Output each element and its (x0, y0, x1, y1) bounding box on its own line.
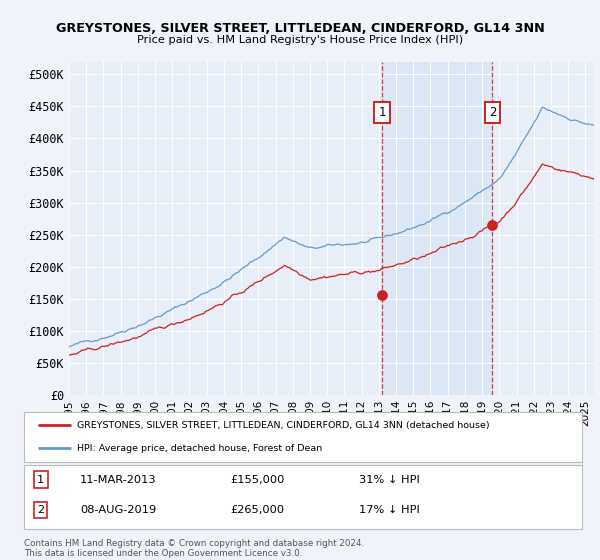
Text: £155,000: £155,000 (230, 475, 285, 484)
Text: HPI: Average price, detached house, Forest of Dean: HPI: Average price, detached house, Fore… (77, 444, 322, 453)
Text: 17% ↓ HPI: 17% ↓ HPI (359, 505, 419, 515)
Text: GREYSTONES, SILVER STREET, LITTLEDEAN, CINDERFORD, GL14 3NN: GREYSTONES, SILVER STREET, LITTLEDEAN, C… (56, 22, 544, 35)
Text: 2: 2 (37, 505, 44, 515)
Text: 1: 1 (37, 475, 44, 484)
Text: 2: 2 (488, 106, 496, 119)
Text: Contains HM Land Registry data © Crown copyright and database right 2024.
This d: Contains HM Land Registry data © Crown c… (24, 539, 364, 558)
Text: GREYSTONES, SILVER STREET, LITTLEDEAN, CINDERFORD, GL14 3NN (detached house): GREYSTONES, SILVER STREET, LITTLEDEAN, C… (77, 421, 490, 430)
Point (377, 291, 387, 300)
Text: 08-AUG-2019: 08-AUG-2019 (80, 505, 156, 515)
Text: £265,000: £265,000 (230, 505, 284, 515)
Point (488, 221, 497, 230)
Bar (382, 62, 493, 395)
Text: 1: 1 (379, 106, 386, 119)
Text: 31% ↓ HPI: 31% ↓ HPI (359, 475, 419, 484)
Text: 11-MAR-2013: 11-MAR-2013 (80, 475, 157, 484)
Text: Price paid vs. HM Land Registry's House Price Index (HPI): Price paid vs. HM Land Registry's House … (137, 35, 463, 45)
